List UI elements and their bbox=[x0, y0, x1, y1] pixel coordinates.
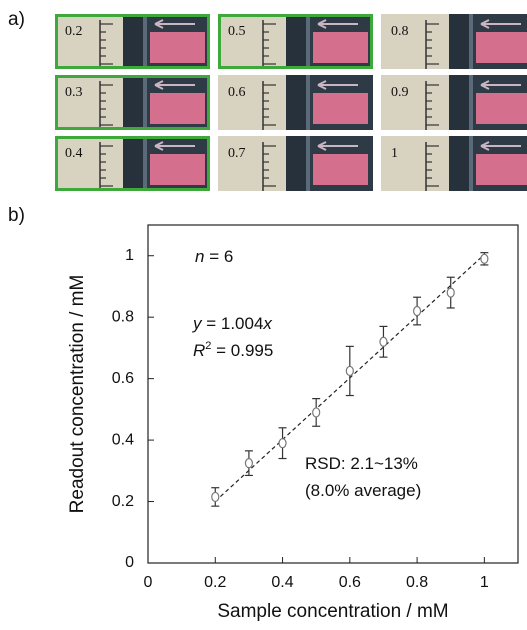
photo-arrowhead bbox=[480, 141, 490, 151]
photo-pink bbox=[476, 32, 527, 63]
photo-pink bbox=[476, 93, 527, 124]
photo-label: 0.9 bbox=[391, 85, 409, 100]
annotation: RSD: 2.1~13% bbox=[305, 454, 418, 473]
photo-strip bbox=[306, 14, 310, 69]
y-axis-label: Readout concentration / mM bbox=[67, 275, 88, 514]
annotation: (8.0% average) bbox=[305, 481, 421, 500]
photo-band bbox=[449, 136, 469, 191]
photo-strip bbox=[143, 136, 147, 191]
data-point bbox=[446, 287, 455, 298]
annotation-part: RSD: 2.1~13% bbox=[305, 454, 418, 473]
annotation: y = 1.004x bbox=[192, 314, 272, 333]
data-point bbox=[211, 491, 220, 503]
photo-label: 0.4 bbox=[65, 146, 83, 161]
photo-band bbox=[449, 75, 469, 130]
annotation-part: (8.0% average) bbox=[305, 481, 421, 500]
photo-band bbox=[123, 14, 143, 69]
photo-arrowhead bbox=[154, 19, 164, 29]
annotation-part: = 1.004 bbox=[202, 314, 264, 333]
photo-arrowhead bbox=[154, 141, 164, 151]
x-tick-label: 0.4 bbox=[271, 574, 293, 591]
photo-label: 0.6 bbox=[228, 85, 246, 100]
photo-label: 1 bbox=[391, 146, 398, 161]
x-tick-label: 0 bbox=[144, 574, 153, 591]
photo-band bbox=[286, 14, 306, 69]
annotation-part: n bbox=[195, 247, 204, 266]
plot-frame bbox=[147, 224, 519, 564]
photo-strip bbox=[469, 14, 473, 69]
photo-pink bbox=[150, 154, 205, 185]
photo-arrowhead bbox=[154, 80, 164, 90]
highlight-border bbox=[55, 75, 210, 130]
annotation: n = 6 bbox=[195, 247, 233, 266]
y-tick-label: 0.2 bbox=[112, 493, 134, 510]
data-point bbox=[345, 365, 354, 377]
annotation-part: 2 bbox=[205, 340, 211, 352]
photo-band bbox=[286, 136, 306, 191]
data-point bbox=[244, 458, 254, 469]
data-point bbox=[480, 253, 489, 264]
photo-band bbox=[286, 75, 306, 130]
photo-pink bbox=[150, 32, 205, 63]
highlight-border bbox=[218, 14, 373, 69]
photo-label: 0.5 bbox=[228, 24, 246, 39]
photo-label: 0.2 bbox=[65, 24, 83, 39]
data-point bbox=[412, 305, 422, 317]
annotation-part: = 6 bbox=[204, 247, 233, 266]
annotation: R2 = 0.995 bbox=[193, 340, 273, 361]
photo-strip bbox=[143, 75, 147, 130]
photo-arrowhead bbox=[480, 19, 490, 29]
photo-pink bbox=[150, 93, 205, 124]
x-tick-label: 0.2 bbox=[204, 574, 226, 591]
x-axis-label: Sample concentration / mM bbox=[217, 601, 448, 622]
photo-pink bbox=[313, 32, 368, 63]
photo-arrowhead bbox=[317, 19, 327, 29]
data-point bbox=[312, 407, 321, 418]
annotation-part: y bbox=[192, 314, 203, 333]
photo-label: 0.7 bbox=[228, 146, 246, 161]
photo-pink bbox=[313, 93, 368, 124]
y-tick-label: 0 bbox=[125, 554, 134, 571]
data-point bbox=[278, 438, 287, 449]
x-tick-label: 1 bbox=[480, 574, 489, 591]
panel-label: b) bbox=[8, 205, 25, 226]
photo-strip bbox=[469, 136, 473, 191]
y-tick-label: 0.6 bbox=[112, 370, 134, 387]
photo-strip bbox=[306, 136, 310, 191]
panel-label: a) bbox=[8, 9, 25, 30]
data-point bbox=[379, 336, 388, 347]
x-tick-label: 0.8 bbox=[406, 574, 428, 591]
annotation-part: x bbox=[262, 314, 272, 333]
x-tick-label: 0.6 bbox=[339, 574, 361, 591]
photo-label: 0.8 bbox=[391, 24, 409, 39]
highlight-border bbox=[55, 136, 210, 191]
photo-label: 0.3 bbox=[65, 85, 83, 100]
photo-arrowhead bbox=[480, 80, 490, 90]
photo-arrowhead bbox=[317, 80, 327, 90]
photo-pink bbox=[313, 154, 368, 185]
annotation-part: = 0.995 bbox=[211, 341, 273, 360]
y-tick-label: 0.4 bbox=[112, 431, 134, 448]
photo-strip bbox=[306, 75, 310, 130]
photo-band bbox=[123, 75, 143, 130]
y-tick-label: 0.8 bbox=[112, 308, 134, 325]
photo-pink bbox=[476, 154, 527, 185]
photo-band bbox=[123, 136, 143, 191]
annotation-part: R bbox=[193, 341, 205, 360]
photo-strip bbox=[469, 75, 473, 130]
y-tick-label: 1 bbox=[125, 247, 134, 264]
photo-band bbox=[449, 14, 469, 69]
photo-strip bbox=[143, 14, 147, 69]
highlight-border bbox=[55, 14, 210, 69]
photo-arrowhead bbox=[317, 141, 327, 151]
